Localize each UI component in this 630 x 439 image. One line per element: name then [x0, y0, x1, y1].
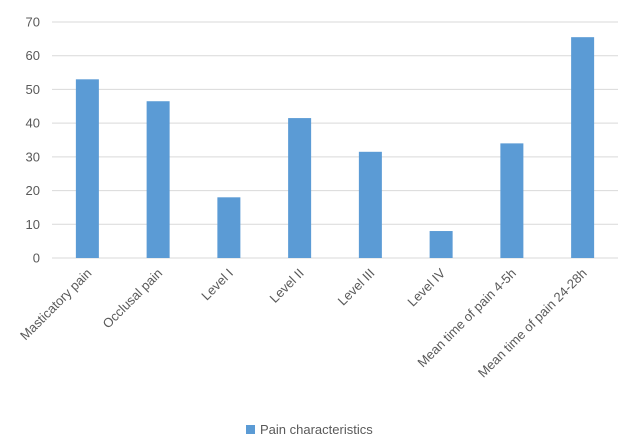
legend-label: Pain characteristics — [260, 422, 373, 437]
legend: Pain characteristics — [246, 422, 373, 437]
x-category-label: Level II — [266, 266, 306, 306]
bar — [500, 143, 524, 258]
bars — [75, 37, 595, 258]
x-category-label: Level I — [198, 266, 236, 304]
y-tick-label: 30 — [26, 149, 40, 164]
x-category-label: Level III — [335, 266, 378, 309]
bar — [217, 197, 241, 258]
bar — [146, 101, 170, 258]
y-tick-label: 70 — [26, 15, 40, 30]
y-axis-tick-labels: 0 10 20 30 40 50 60 70 — [26, 15, 40, 266]
y-gridlines — [52, 21, 618, 259]
y-tick-label: 40 — [26, 116, 40, 131]
y-tick-label: 50 — [26, 82, 40, 97]
y-tick-label: 10 — [26, 217, 40, 232]
bar — [358, 151, 382, 258]
x-axis-category-labels: Masticatory pain Occlusal pain Level I Leve… — [17, 265, 590, 380]
bar — [288, 118, 312, 258]
y-tick-label: 60 — [26, 48, 40, 63]
x-category-label: Level IV — [404, 265, 448, 309]
bar — [429, 231, 453, 258]
y-tick-label: 0 — [33, 251, 40, 266]
x-category-label: Masticatory pain — [17, 266, 95, 344]
bar — [75, 79, 99, 258]
x-category-label: Occlusal pain — [99, 266, 165, 332]
y-tick-label: 20 — [26, 183, 40, 198]
bar — [571, 37, 595, 258]
legend-swatch — [246, 425, 255, 434]
